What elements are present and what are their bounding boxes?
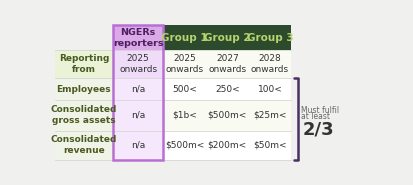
Bar (55, 100, 113, 131)
Bar (113, 25, 163, 50)
Text: Employees: Employees (57, 85, 111, 94)
Bar (206, 50, 248, 78)
Bar (248, 50, 290, 78)
Bar (55, 25, 290, 160)
Text: 100<: 100< (257, 85, 282, 94)
Text: 2025
onwards: 2025 onwards (165, 54, 203, 74)
Bar (206, 25, 248, 50)
Text: Reporting
from: Reporting from (59, 54, 109, 74)
Text: Group 1: Group 1 (161, 33, 207, 43)
Bar (113, 78, 163, 100)
Text: NGERs
reporters: NGERs reporters (113, 28, 163, 48)
Text: Group 3: Group 3 (246, 33, 292, 43)
Bar (55, 25, 113, 50)
Bar (248, 100, 290, 131)
Bar (163, 25, 206, 50)
Bar (248, 25, 290, 50)
Bar (113, 25, 163, 160)
Bar (55, 50, 113, 78)
Text: 2025
onwards: 2025 onwards (119, 54, 157, 74)
Text: n/a: n/a (131, 85, 145, 94)
Bar (163, 100, 206, 131)
Text: $500m<: $500m< (164, 141, 204, 150)
Text: $25m<: $25m< (253, 111, 286, 120)
Bar (248, 131, 290, 160)
Text: n/a: n/a (131, 111, 145, 120)
Text: $1b<: $1b< (172, 111, 197, 120)
Text: 250<: 250< (214, 85, 239, 94)
Bar (113, 131, 163, 160)
Bar (55, 131, 113, 160)
Text: Must fulfil: Must fulfil (301, 106, 339, 115)
Text: Consolidated
revenue: Consolidated revenue (51, 135, 117, 155)
Bar (163, 50, 206, 78)
Text: Consolidated
gross assets: Consolidated gross assets (51, 105, 117, 125)
Text: 500<: 500< (172, 85, 197, 94)
Bar (206, 78, 248, 100)
Text: 2027
onwards: 2027 onwards (208, 54, 246, 74)
Bar (248, 78, 290, 100)
Bar (55, 78, 113, 100)
Bar (163, 78, 206, 100)
Text: n/a: n/a (131, 141, 145, 150)
Text: at least: at least (301, 112, 330, 121)
Text: 2/3: 2/3 (302, 120, 334, 138)
Text: Group 2: Group 2 (204, 33, 250, 43)
Bar (113, 100, 163, 131)
Bar (113, 50, 163, 78)
Text: 2028
onwards: 2028 onwards (250, 54, 288, 74)
Text: $200m<: $200m< (207, 141, 246, 150)
Bar (206, 100, 248, 131)
Text: $50m<: $50m< (252, 141, 286, 150)
Text: $500m<: $500m< (207, 111, 247, 120)
Bar (206, 131, 248, 160)
Bar (163, 131, 206, 160)
